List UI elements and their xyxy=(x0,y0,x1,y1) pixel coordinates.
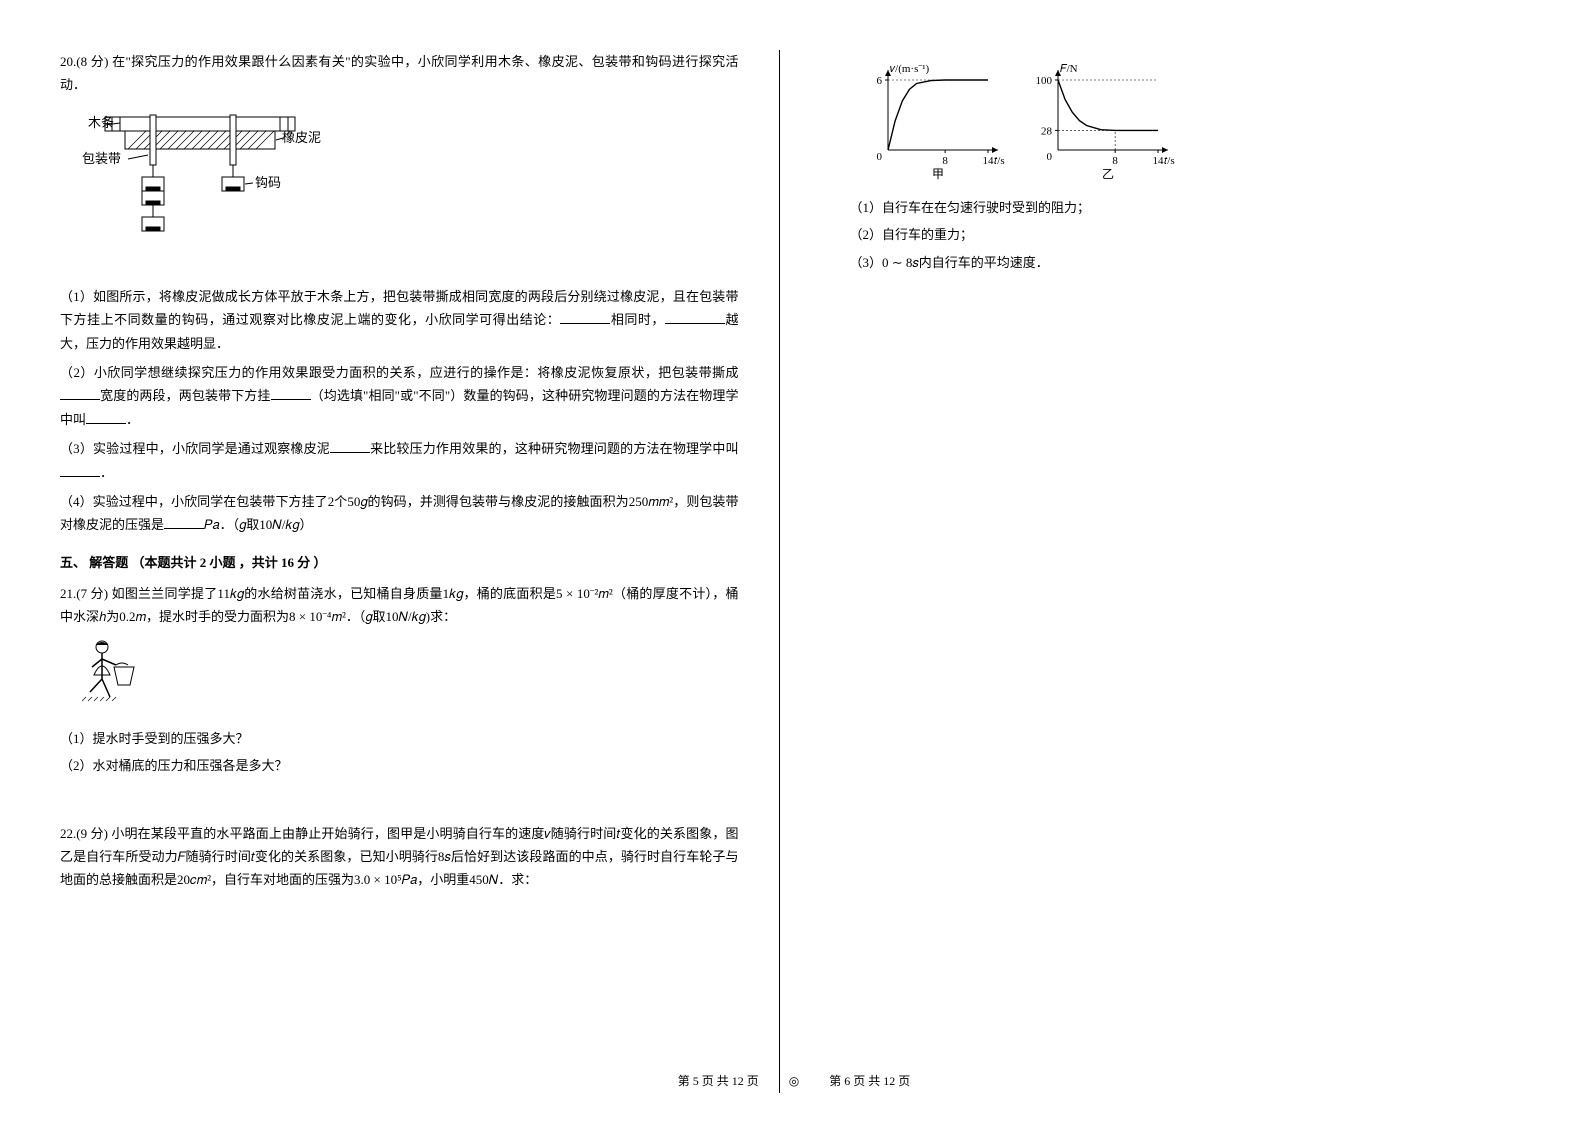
q22-sub2: （2）自行车的重力； xyxy=(850,223,1529,246)
svg-text:100: 100 xyxy=(1035,75,1052,87)
q21-stem: 21.(7 分) 如图兰兰同学提了11𝑘𝑔的水给树苗浇水，已知桶自身质量1𝑘𝑔，… xyxy=(60,582,739,629)
svg-text:𝑡/s: 𝑡/s xyxy=(1164,155,1175,167)
q22-sub3: （3）0 ∼ 8𝑠内自行车的平均速度． xyxy=(850,251,1529,274)
q21-figure xyxy=(80,637,739,717)
svg-text:乙: 乙 xyxy=(1101,167,1113,180)
right-column: 6 8 14 0 𝑣/(m·s⁻¹) 𝑡/s 甲 100 28 8 14 0 𝐹/N 𝑡/s 乙 （1）自… xyxy=(840,50,1529,1093)
blank[interactable] xyxy=(330,440,370,453)
svg-text:𝑣/(m·s⁻¹): 𝑣/(m·s⁻¹) xyxy=(890,63,930,75)
blank[interactable] xyxy=(164,516,204,529)
q20-stem: 20.(8 分) 在"探究压力的作用效果跟什么因素有关"的实验中，小欣同学利用木… xyxy=(60,50,739,97)
q20-stem-text: 在"探究压力的作用效果跟什么因素有关"的实验中，小欣同学利用木条、橡皮泥、包装带… xyxy=(60,54,739,92)
blank[interactable] xyxy=(271,387,311,400)
q22-charts: 6 8 14 0 𝑣/(m·s⁻¹) 𝑡/s 甲 100 28 8 14 0 𝐹/N 𝑡/s 乙 xyxy=(860,60,1529,180)
fig-label-tape: 包装带 xyxy=(82,151,121,166)
fig-label-wood: 木条 xyxy=(88,115,114,130)
blank[interactable] xyxy=(60,387,100,400)
svg-text:8: 8 xyxy=(1112,155,1118,167)
svg-text:𝑡/s: 𝑡/s xyxy=(994,155,1005,167)
section-5-heading: 五、 解答题 （本题共计 2 小题 ，共计 16 分 ） xyxy=(60,551,739,574)
left-column: 20.(8 分) 在"探究压力的作用效果跟什么因素有关"的实验中，小欣同学利用木… xyxy=(60,50,780,1093)
q20-p3: （3）实验过程中，小欣同学是通过观察橡皮泥来比较压力作用效果的，这种研究物理问题… xyxy=(60,437,739,484)
chart-force: 100 28 8 14 0 𝐹/N 𝑡/s 乙 xyxy=(1030,60,1180,180)
q20-p4: （4）实验过程中，小欣同学在包装带下方挂了2个50𝑔的钩码，并测得包装带与橡皮泥… xyxy=(60,490,739,537)
blank[interactable] xyxy=(86,411,126,424)
q22-sub1: （1）自行车在在匀速行驶时受到的阻力； xyxy=(850,196,1529,219)
q20-p2: （2）小欣同学想继续探究压力的作用效果跟受力面积的关系，应进行的操作是：将橡皮泥… xyxy=(60,361,739,431)
footer-left: 第 5 页 共 12 页 xyxy=(678,1071,759,1093)
q22-number: 22.(9 分) xyxy=(60,826,108,841)
svg-text:14: 14 xyxy=(1152,155,1164,167)
q21-sub1: （1）提水时手受到的压强多大？ xyxy=(60,727,739,750)
svg-text:28: 28 xyxy=(1041,125,1053,137)
q20-figure: 木条 橡皮泥 包装带 钩码 xyxy=(80,105,739,275)
q21-stem-text: 如图兰兰同学提了11𝑘𝑔的水给树苗浇水，已知桶自身质量1𝑘𝑔，桶的底面积是5 ×… xyxy=(60,586,739,624)
svg-text:14: 14 xyxy=(982,155,994,167)
svg-text:6: 6 xyxy=(876,75,882,87)
chart-velocity: 6 8 14 0 𝑣/(m·s⁻¹) 𝑡/s 甲 xyxy=(860,60,1010,180)
blank[interactable] xyxy=(665,311,725,324)
blank[interactable] xyxy=(560,311,610,324)
svg-text:𝐹/N: 𝐹/N xyxy=(1060,63,1078,75)
q21-number: 21.(7 分) xyxy=(60,586,108,601)
svg-text:甲: 甲 xyxy=(931,167,943,180)
svg-text:0: 0 xyxy=(1046,151,1052,163)
q22-stem: 22.(9 分) 小明在某段平直的水平路面上由静止开始骑行，图甲是小明骑自行车的… xyxy=(60,822,739,892)
page-footer: 第 5 页 共 12 页 ◎ 第 6 页 共 12 页 xyxy=(60,1071,1528,1093)
blank[interactable] xyxy=(60,464,100,477)
svg-text:0: 0 xyxy=(876,151,882,163)
fig-label-hook: 钩码 xyxy=(255,175,281,190)
q21-sub2: （2）水对桶底的压力和压强各是多大？ xyxy=(60,754,739,777)
svg-text:8: 8 xyxy=(942,155,948,167)
fig-label-putty: 橡皮泥 xyxy=(282,130,321,145)
footer-right: 第 6 页 共 12 页 xyxy=(829,1071,910,1093)
q20-p1: （1）如图所示，将橡皮泥做成长方体平放于木条上方，把包装带撕成相同宽度的两段后分… xyxy=(60,285,739,355)
q20-number: 20.(8 分) xyxy=(60,54,108,69)
footer-icon: ◎ xyxy=(789,1071,799,1093)
q22-stem-text: 小明在某段平直的水平路面上由静止开始骑行，图甲是小明骑自行车的速度𝑣随骑行时间𝑡… xyxy=(60,826,739,888)
